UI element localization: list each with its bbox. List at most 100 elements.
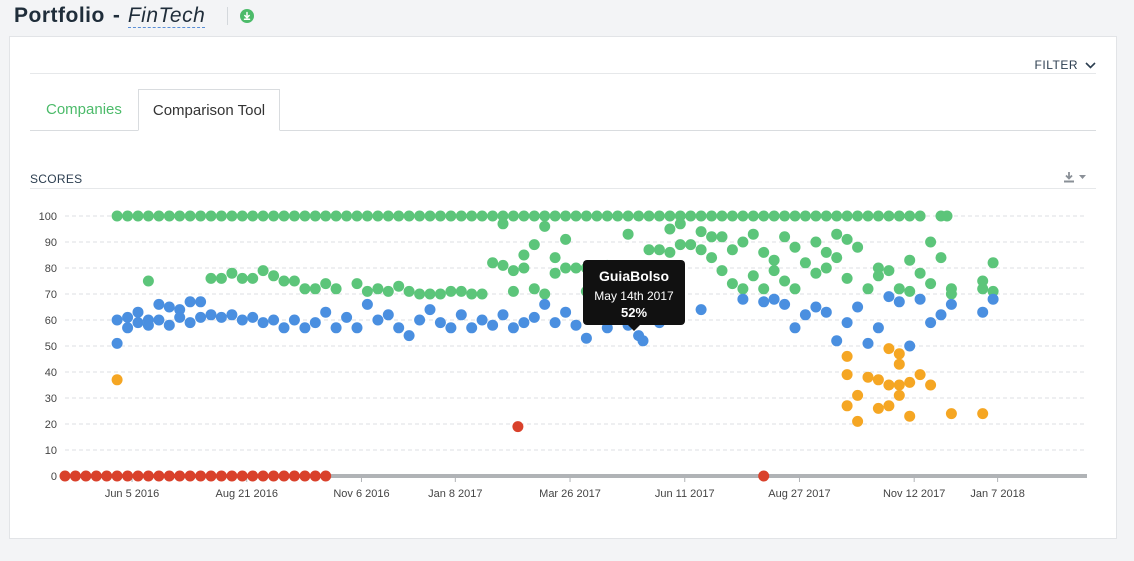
download-circle-icon[interactable] <box>240 9 255 23</box>
data-point-blue <box>278 322 290 334</box>
data-point-green <box>674 239 686 251</box>
data-point-green <box>893 210 905 222</box>
data-point-green <box>268 270 280 282</box>
data-point-green <box>528 210 540 222</box>
data-point-green <box>132 210 144 222</box>
data-point-green <box>497 218 509 230</box>
data-point-red <box>268 470 280 482</box>
tab-comparison-tool[interactable]: Comparison Tool <box>138 89 280 131</box>
data-point-blue <box>507 322 519 334</box>
data-point-blue <box>893 296 905 308</box>
filter-button[interactable]: FILTER <box>1035 58 1096 72</box>
data-point-green <box>872 262 884 274</box>
data-point-green <box>653 244 665 256</box>
data-point-green <box>361 210 373 222</box>
data-point-green <box>455 285 467 297</box>
data-point-green <box>706 210 718 222</box>
data-point-orange <box>945 408 957 420</box>
data-point-red <box>299 470 311 482</box>
data-point-red <box>195 470 207 482</box>
data-point-green <box>737 210 749 222</box>
data-point-orange <box>977 408 989 420</box>
data-point-blue <box>122 311 134 323</box>
data-point-green <box>653 210 665 222</box>
data-point-green <box>841 233 853 245</box>
portfolio-name-link[interactable]: FinTech <box>127 3 206 28</box>
data-point-green <box>799 210 811 222</box>
data-point-red <box>122 470 134 482</box>
data-point-blue <box>330 322 342 334</box>
data-point-green <box>570 210 582 222</box>
data-point-green <box>122 210 134 222</box>
data-point-green <box>987 257 999 269</box>
data-point-green <box>883 265 895 277</box>
data-point-blue <box>528 311 540 323</box>
y-tick-label: 20 <box>45 419 57 431</box>
y-tick-label: 90 <box>45 237 57 249</box>
data-point-green <box>382 210 394 222</box>
data-point-green <box>633 210 645 222</box>
filter-label: FILTER <box>1034 58 1078 72</box>
data-point-red <box>512 421 524 433</box>
data-point-green <box>142 210 154 222</box>
data-point-blue <box>341 311 353 323</box>
data-point-green <box>674 210 686 222</box>
data-point-blue <box>424 304 436 316</box>
data-point-green <box>497 210 509 222</box>
data-point-green <box>779 210 791 222</box>
data-point-orange <box>841 400 853 412</box>
data-point-red <box>288 470 300 482</box>
data-point-blue <box>111 337 123 349</box>
data-point-green <box>361 285 373 297</box>
data-point-green <box>403 285 415 297</box>
header-divider <box>227 7 229 25</box>
data-point-green <box>852 210 864 222</box>
data-point-green <box>893 283 905 295</box>
data-point-green <box>872 210 884 222</box>
y-tick-label: 60 <box>45 315 57 327</box>
data-point-blue <box>184 296 196 308</box>
data-point-blue <box>163 319 175 331</box>
data-point-green <box>497 259 509 271</box>
scores-header: SCORES <box>30 171 1096 189</box>
data-point-orange <box>893 379 905 391</box>
data-point-blue <box>299 322 311 334</box>
data-point-green <box>580 210 592 222</box>
data-point-blue <box>382 309 394 321</box>
data-point-orange <box>852 389 864 401</box>
data-point-green <box>466 210 478 222</box>
data-point-red <box>236 470 248 482</box>
caret-down-icon <box>1079 175 1086 179</box>
data-point-green <box>507 285 519 297</box>
data-point-green <box>685 210 697 222</box>
data-point-green <box>737 236 749 248</box>
data-point-blue <box>841 317 853 329</box>
y-tick-label: 80 <box>45 263 57 275</box>
data-point-green <box>518 210 530 222</box>
data-point-green <box>372 283 384 295</box>
data-point-blue <box>758 296 770 308</box>
export-button[interactable] <box>1063 171 1086 183</box>
data-point-blue <box>945 298 957 310</box>
tab-companies[interactable]: Companies <box>46 101 122 118</box>
data-point-green <box>726 244 738 256</box>
data-point-blue <box>195 311 207 323</box>
data-point-blue <box>320 306 332 318</box>
title-separator: - <box>112 4 120 27</box>
data-point-blue <box>862 337 874 349</box>
data-point-green <box>195 210 207 222</box>
data-point-green <box>643 210 655 222</box>
data-point-blue <box>184 317 196 329</box>
data-point-green <box>507 265 519 277</box>
data-point-green <box>153 210 165 222</box>
data-point-green <box>779 231 791 243</box>
data-point-red <box>184 470 196 482</box>
data-point-green <box>330 210 342 222</box>
data-point-blue <box>935 309 947 321</box>
data-point-red <box>132 470 144 482</box>
data-point-blue <box>570 319 582 331</box>
data-point-green <box>716 265 728 277</box>
data-point-blue <box>215 311 227 323</box>
data-point-red <box>101 470 113 482</box>
